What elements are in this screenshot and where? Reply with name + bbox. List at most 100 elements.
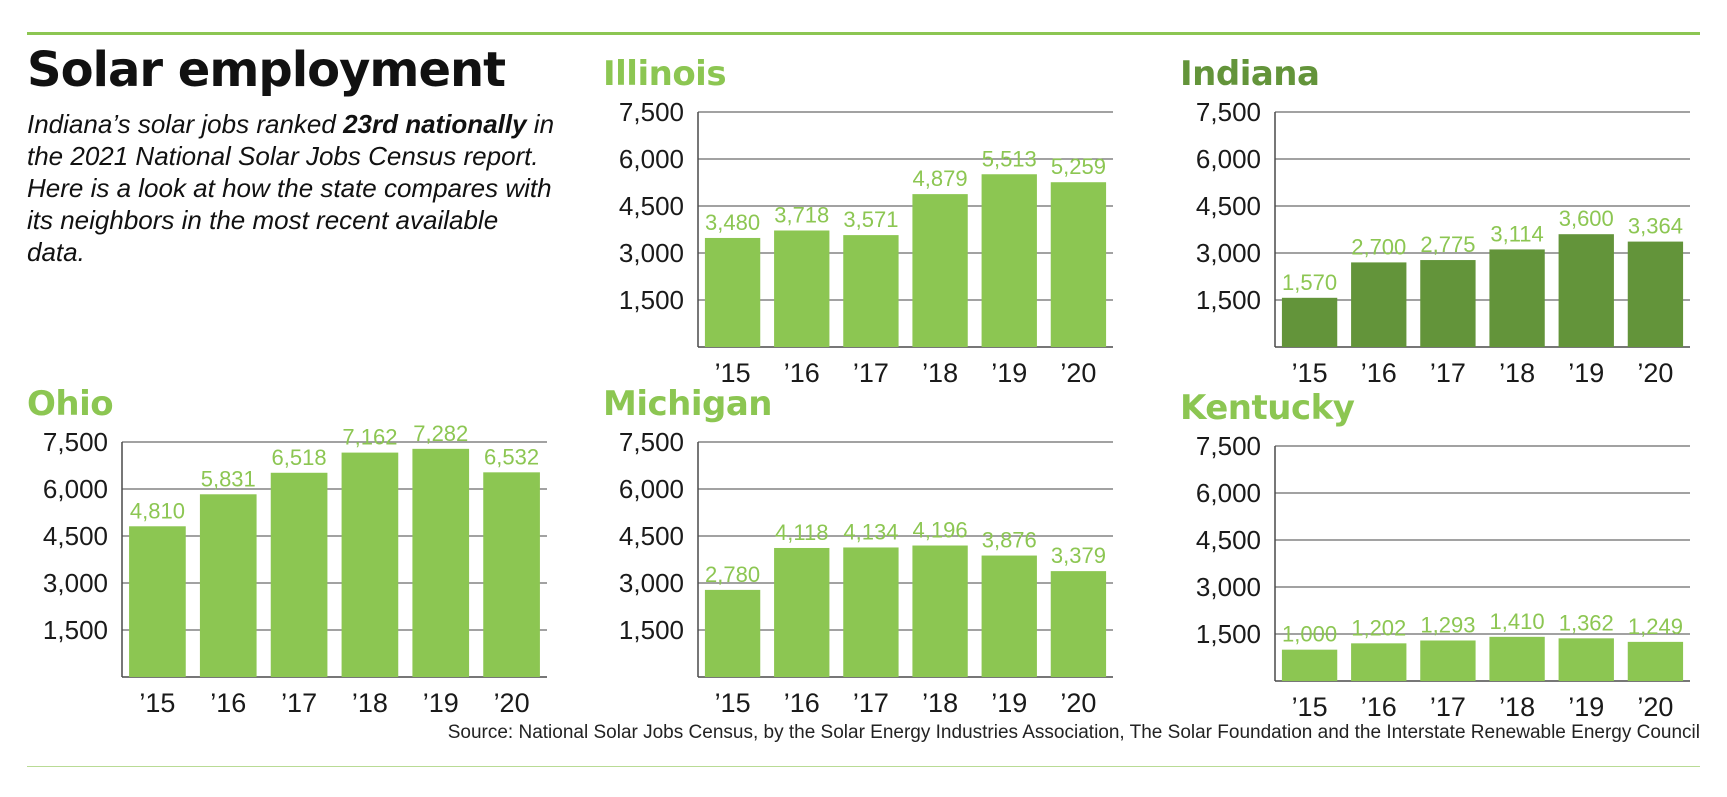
x-tick-label: ’16	[784, 358, 820, 388]
bar-michigan-3	[912, 545, 968, 677]
bar-kentucky-4	[1558, 638, 1614, 681]
bar-michigan-2	[843, 547, 899, 677]
top-rule	[27, 32, 1700, 35]
y-tick-label: 6,000	[1196, 478, 1261, 508]
data-label: 2,780	[705, 562, 760, 587]
data-label: 1,410	[1490, 609, 1545, 634]
x-tick-label: ’17	[281, 688, 317, 718]
y-tick-label: 1,500	[43, 615, 108, 645]
bar-indiana-3	[1489, 249, 1545, 347]
data-label: 1,362	[1559, 610, 1614, 635]
source-note: Source: National Solar Jobs Census, by t…	[447, 722, 1700, 743]
bar-michigan-0	[704, 589, 761, 677]
bar-indiana-4	[1558, 234, 1614, 347]
x-tick-label: ’20	[1060, 688, 1096, 718]
bar-ohio-5	[483, 472, 540, 677]
y-tick-label: 3,000	[1196, 238, 1261, 268]
data-label: 1,570	[1282, 270, 1337, 295]
y-tick-label: 3,000	[619, 238, 684, 268]
y-tick-label: 6,000	[619, 474, 684, 504]
data-label: 3,114	[1490, 221, 1543, 246]
bar-indiana-2	[1420, 260, 1476, 347]
y-tick-label: 3,000	[619, 568, 684, 598]
x-tick-label: ’16	[1361, 692, 1397, 722]
y-tick-label: 4,500	[619, 521, 684, 551]
x-tick-label: ’19	[991, 688, 1027, 718]
x-tick-label: ’15	[715, 358, 751, 388]
y-tick-label: 1,500	[619, 285, 684, 315]
y-tick-label: 4,500	[43, 521, 108, 551]
x-tick-label: ’17	[1430, 692, 1466, 722]
x-tick-label: ’19	[991, 358, 1027, 388]
intro-text: Indiana’s solar jobs ranked 23rd nationa…	[27, 108, 557, 268]
data-label: 7,282	[413, 421, 468, 446]
x-tick-label: ’16	[1361, 358, 1397, 388]
x-tick-label: ’19	[423, 688, 459, 718]
bar-illinois-3	[912, 194, 968, 347]
bar-illinois-4	[981, 174, 1037, 347]
data-label: 2,700	[1351, 234, 1406, 259]
x-tick-label: ’18	[922, 688, 958, 718]
bar-michigan-1	[774, 547, 830, 677]
bottom-rule	[27, 766, 1700, 767]
x-tick-label: ’15	[715, 688, 751, 718]
data-label: 5,831	[201, 466, 256, 491]
x-tick-label: ’15	[1292, 358, 1328, 388]
y-tick-label: 4,500	[619, 191, 684, 221]
y-tick-label: 6,000	[619, 144, 684, 174]
y-tick-label: 6,000	[1196, 144, 1261, 174]
data-label: 3,600	[1559, 206, 1614, 231]
data-label: 3,718	[774, 203, 829, 228]
data-label: 3,379	[1051, 543, 1106, 568]
y-tick-label: 7,500	[619, 97, 684, 127]
bar-ohio-2	[270, 472, 328, 677]
bar-chart-ohio: 7,500 6,000 4,500 3,000 1,500 4,810 ’15 5,831 ’1…	[43, 421, 547, 718]
bar-ohio-1	[199, 494, 257, 677]
x-tick-label: ’17	[1430, 358, 1466, 388]
y-tick-label: 7,500	[1196, 431, 1261, 461]
bar-ohio-0	[129, 526, 186, 677]
data-label: 3,876	[982, 528, 1037, 553]
y-tick-label: 4,500	[1196, 191, 1261, 221]
x-tick-label: ’20	[1060, 358, 1096, 388]
bar-chart-kentucky: 7,500 6,000 4,500 3,000 1,500 1,000 ’15 1,202 ’1…	[1196, 431, 1690, 722]
bar-indiana-1	[1351, 262, 1407, 347]
intro-text-bold: 23rd nationally	[343, 109, 527, 139]
x-tick-label: ’19	[1568, 358, 1604, 388]
y-tick-label: 7,500	[43, 427, 108, 457]
y-tick-label: 1,500	[619, 615, 684, 645]
bar-ohio-4	[412, 448, 470, 677]
bar-kentucky-2	[1420, 640, 1476, 681]
chart-title-indiana: Indiana	[1180, 54, 1320, 94]
bar-illinois-0	[704, 237, 761, 347]
bar-chart-michigan: 7,500 6,000 4,500 3,000 1,500 2,780 ’15 4,118 ’1…	[619, 427, 1113, 718]
x-tick-label: ’17	[853, 358, 889, 388]
data-label: 4,810	[130, 498, 185, 523]
bar-chart-illinois: 7,500 6,000 4,500 3,000 1,500 3,480 ’15 3,718 ’1…	[619, 97, 1113, 388]
x-tick-label: ’18	[922, 358, 958, 388]
bar-kentucky-1	[1351, 643, 1407, 681]
bar-indiana-5	[1627, 241, 1684, 347]
data-label: 6,518	[272, 445, 327, 470]
bar-ohio-3	[341, 452, 399, 677]
data-label: 3,364	[1628, 214, 1683, 239]
chart-title-ohio: Ohio	[27, 384, 114, 424]
data-label: 3,480	[705, 210, 760, 235]
x-tick-label: ’16	[210, 688, 246, 718]
x-tick-label: ’15	[139, 688, 175, 718]
data-label: 5,513	[982, 146, 1037, 171]
bar-illinois-1	[774, 230, 830, 347]
x-tick-label: ’19	[1568, 692, 1604, 722]
y-tick-label: 4,500	[1196, 525, 1261, 555]
data-label: 4,134	[843, 519, 898, 544]
bar-michigan-4	[981, 555, 1037, 677]
x-tick-label: ’17	[853, 688, 889, 718]
data-label: 1,293	[1420, 612, 1475, 637]
y-tick-label: 3,000	[43, 568, 108, 598]
data-label: 5,259	[1051, 154, 1106, 179]
intro-text-part-1: Indiana’s solar jobs ranked	[27, 109, 344, 139]
data-label: 2,775	[1420, 232, 1475, 257]
data-label: 1,249	[1628, 614, 1683, 639]
x-tick-label: ’18	[1499, 692, 1535, 722]
chart-title-kentucky: Kentucky	[1180, 388, 1355, 428]
